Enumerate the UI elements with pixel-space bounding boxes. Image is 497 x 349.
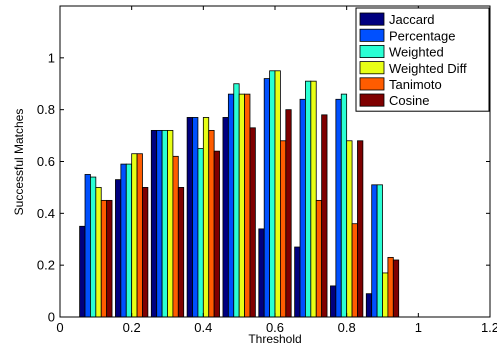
bar-weighted-diff-0.5: [238, 93, 245, 318]
y-tick-label: 0.4: [37, 206, 55, 221]
legend-swatch: [359, 61, 385, 75]
legend-swatch: [359, 77, 385, 91]
bar-weighted-diff-0.4: [202, 117, 210, 318]
y-tick-label: 0: [48, 310, 55, 325]
bar-tanimoto-0.1: [100, 199, 108, 318]
bar-cosine-0.4: [213, 150, 220, 318]
bar-weighted-diff-0.3: [167, 129, 174, 318]
bar-jaccard-0.5: [222, 117, 229, 318]
bar-percentage-0.8: [335, 98, 342, 318]
bar-weighted-diff-0.9: [382, 272, 389, 318]
bar-weighted-diff-0.1: [95, 187, 102, 318]
bar-weighted-diff-0.7: [310, 80, 317, 318]
bar-weighted-0.5: [233, 83, 240, 318]
x-tick-label: 0.6: [266, 320, 284, 335]
bar-cosine-0.9: [392, 259, 400, 318]
x-tick-label: 1: [415, 320, 422, 335]
bar-percentage-0.9: [371, 184, 378, 318]
bar-weighted-0.9: [376, 184, 383, 318]
bar-percentage-0.2: [120, 163, 127, 318]
bar-tanimoto-0.6: [279, 140, 287, 318]
bar-jaccard-0.4: [186, 117, 193, 318]
bar-tanimoto-0.7: [315, 199, 323, 318]
bar-percentage-0.5: [227, 93, 235, 318]
bar-jaccard-0.6: [258, 228, 265, 318]
bar-jaccard-0.3: [150, 129, 158, 318]
bar-cosine-0.7: [321, 114, 328, 318]
legend-swatch: [359, 28, 385, 42]
bar-cosine-0.8: [357, 140, 364, 318]
x-tick-label: 0.4: [194, 320, 212, 335]
bar-weighted-diff-0.6: [274, 70, 281, 318]
bar-tanimoto-0.5: [244, 93, 251, 318]
y-axis-label: Successful Matches: [12, 109, 26, 216]
bar-cosine-0.5: [249, 127, 256, 318]
y-tick-label: 1: [48, 50, 55, 65]
bar-cosine-0.2: [142, 187, 149, 318]
x-tick-label: 1.2: [481, 320, 497, 335]
bar-weighted-0.4: [197, 148, 204, 318]
bar-weighted-diff-0.2: [131, 153, 138, 318]
y-tick-label: 0.8: [37, 102, 55, 117]
bar-percentage-0.6: [263, 78, 270, 318]
bar-jaccard-0.2: [115, 179, 122, 318]
y-tick-label: 0.2: [37, 258, 55, 273]
bar-tanimoto-0.4: [208, 129, 215, 318]
legend-swatch: [359, 93, 385, 107]
bar-percentage-0.1: [84, 174, 91, 318]
bar-percentage-0.4: [192, 117, 199, 318]
bar-weighted-0.1: [90, 176, 97, 318]
legend-label: Tanimoto: [389, 77, 442, 92]
legend-swatch: [359, 12, 385, 26]
legend-label: Percentage: [389, 28, 456, 43]
bar-tanimoto-0.9: [387, 256, 394, 318]
bar-cosine-0.6: [285, 109, 292, 318]
y-tick-label: 0.6: [37, 154, 55, 169]
x-axis-label: Threshold: [248, 332, 301, 346]
bar-tanimoto-0.3: [172, 155, 179, 318]
x-tick-label: 0: [56, 320, 63, 335]
bar-jaccard-0.9: [365, 293, 373, 318]
bar-weighted-0.6: [269, 70, 276, 318]
legend-swatch: [359, 45, 385, 59]
legend-label: Jaccard: [389, 12, 435, 27]
x-tick-label: 0.2: [123, 320, 141, 335]
bar-tanimoto-0.8: [351, 223, 358, 318]
bar-weighted-0.7: [305, 80, 312, 318]
bar-jaccard-0.7: [294, 246, 301, 318]
x-tick-label: 0.8: [338, 320, 356, 335]
legend-label: Weighted Diff: [389, 61, 467, 76]
bar-cosine-0.3: [177, 187, 185, 318]
bar-cosine-0.1: [106, 199, 113, 318]
bar-jaccard-0.8: [330, 285, 337, 318]
plot-frame: [59, 5, 491, 318]
bar-weighted-diff-0.8: [346, 140, 353, 318]
ticks-group: 0 0.2 0.4 0.6 0.8 1 1.2 0 0.2 0.4 0.6 0.8 1: [37, 6, 497, 335]
bar-weighted-0.3: [161, 129, 168, 318]
legend-label: Cosine: [389, 93, 429, 108]
bar-jaccard-0.1: [79, 225, 86, 318]
bar-weighted-0.2: [125, 163, 133, 318]
legend-label: Weighted: [389, 45, 444, 60]
bar-percentage-0.3: [156, 129, 163, 318]
bar-percentage-0.7: [299, 98, 306, 318]
bar-tanimoto-0.2: [136, 153, 143, 318]
bar-weighted-0.8: [340, 93, 348, 318]
